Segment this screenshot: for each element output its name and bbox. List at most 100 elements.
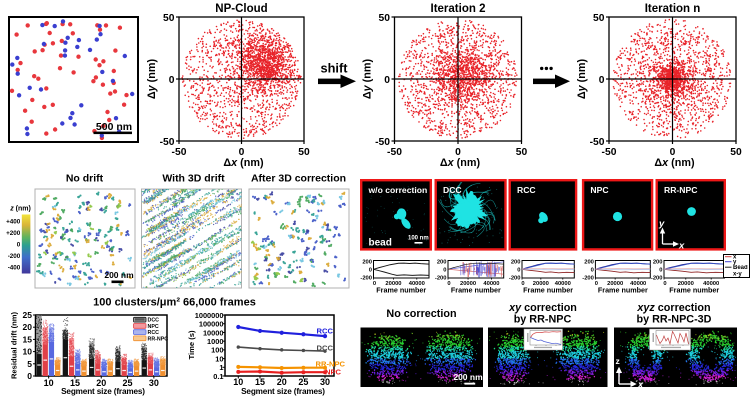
svg-text:50: 50 <box>163 13 175 24</box>
svg-text:10: 10 <box>23 347 33 357</box>
svg-text:Δx (nm): Δx (nm) <box>654 157 695 169</box>
svg-text:-200: -200 <box>8 253 21 260</box>
svg-text:y: y <box>733 260 737 266</box>
svg-text:100000: 100000 <box>199 320 224 329</box>
svg-text:40000: 40000 <box>703 281 719 287</box>
svg-text:RR-NPC: RR-NPC <box>316 359 346 368</box>
svg-text:20000: 20000 <box>678 281 694 287</box>
svg-text:10: 10 <box>215 354 223 363</box>
svg-text:Residual drift (nm): Residual drift (nm) <box>10 311 19 379</box>
svg-text:0: 0 <box>384 75 390 86</box>
svg-text:0: 0 <box>670 147 676 158</box>
svg-text:10000: 10000 <box>203 328 224 337</box>
svg-text:10: 10 <box>44 378 54 388</box>
svg-text:15: 15 <box>255 377 265 387</box>
svg-text:20000: 20000 <box>533 281 549 287</box>
svg-text:200: 200 <box>437 260 447 266</box>
svg-text:20: 20 <box>96 378 106 388</box>
svg-text:-400: -400 <box>8 265 21 272</box>
svg-text:200: 200 <box>584 260 594 266</box>
svg-text:20: 20 <box>277 377 287 387</box>
svg-text:15: 15 <box>23 334 33 344</box>
svg-text:Frame number: Frame number <box>669 286 719 295</box>
svg-text:-200: -200 <box>509 276 521 282</box>
svg-text:0: 0 <box>599 75 605 86</box>
svg-text:RCC: RCC <box>517 185 536 195</box>
svg-text:100 clusters/μm² 66,000 frame: 100 clusters/μm² 66,000 frames <box>93 297 256 309</box>
svg-text:RR-NPC: RR-NPC <box>148 336 169 342</box>
svg-text:NPC: NPC <box>325 367 342 376</box>
svg-text:Δy (nm): Δy (nm) <box>146 59 158 100</box>
svg-text:0: 0 <box>591 267 594 273</box>
svg-text:0: 0 <box>595 281 598 287</box>
svg-text:1: 1 <box>219 363 223 372</box>
svg-text:w/o correction: w/o correction <box>368 185 428 195</box>
svg-text:No drift: No drift <box>66 173 104 185</box>
svg-text:0: 0 <box>455 147 461 158</box>
svg-text:1000000: 1000000 <box>195 311 224 320</box>
svg-text:bead: bead <box>369 238 392 249</box>
svg-text:Segment size (frames): Segment size (frames) <box>61 387 145 396</box>
svg-text:20: 20 <box>23 322 33 332</box>
svg-text:200 nm: 200 nm <box>104 270 134 280</box>
svg-text:-50: -50 <box>602 147 617 158</box>
svg-text:500 nm: 500 nm <box>96 121 132 133</box>
svg-text:+400: +400 <box>6 219 21 226</box>
svg-text:-200: -200 <box>582 276 594 282</box>
svg-text:100: 100 <box>211 346 223 355</box>
svg-text:xy correction: xy correction <box>508 302 577 314</box>
svg-text:With 3D drift: With 3D drift <box>162 173 225 185</box>
svg-text:30: 30 <box>320 377 330 387</box>
svg-text:0: 0 <box>517 267 520 273</box>
svg-text:RR-NPC: RR-NPC <box>664 185 697 195</box>
svg-text:shift: shift <box>320 60 348 75</box>
svg-text:-200: -200 <box>360 276 372 282</box>
svg-text:0: 0 <box>239 147 245 158</box>
svg-text:DCC: DCC <box>148 318 160 324</box>
svg-text:-50: -50 <box>172 147 187 158</box>
svg-text:1000: 1000 <box>207 337 223 346</box>
svg-text:50: 50 <box>730 147 742 158</box>
svg-text:Time (s): Time (s) <box>187 330 196 359</box>
svg-text:15: 15 <box>70 378 80 388</box>
svg-text:0: 0 <box>447 281 450 287</box>
svg-text:Bead: Bead <box>733 265 748 271</box>
svg-text:by RR-NPC-3D: by RR-NPC-3D <box>637 314 712 326</box>
svg-text:z (nm): z (nm) <box>9 206 31 213</box>
svg-text:0: 0 <box>369 267 372 273</box>
svg-text:0.1: 0.1 <box>213 372 223 381</box>
svg-text:200: 200 <box>362 260 372 266</box>
svg-text:After 3D correction: After 3D correction <box>251 173 346 185</box>
svg-text:Frame number: Frame number <box>376 286 426 295</box>
svg-text:x: x <box>678 241 685 252</box>
svg-text:Δx (nm): Δx (nm) <box>223 157 264 169</box>
svg-text:200: 200 <box>653 260 663 266</box>
svg-text:-50: -50 <box>160 137 175 148</box>
svg-text:25: 25 <box>123 378 133 388</box>
svg-text:No correction: No correction <box>386 308 456 320</box>
svg-text:5: 5 <box>27 359 32 369</box>
svg-text:200 nm: 200 nm <box>453 372 483 382</box>
svg-text:0: 0 <box>443 267 446 273</box>
svg-text:20000: 20000 <box>460 281 476 287</box>
svg-text:NPC: NPC <box>590 185 608 195</box>
svg-text:xyz correction: xyz correction <box>636 302 710 314</box>
svg-text:50: 50 <box>593 13 605 24</box>
svg-text:x: x <box>733 255 737 261</box>
svg-text:x-y: x-y <box>733 272 742 278</box>
svg-text:by RR-NPC: by RR-NPC <box>514 314 572 326</box>
svg-text:Δy (nm): Δy (nm) <box>576 59 588 100</box>
svg-text:RCC: RCC <box>148 330 160 336</box>
svg-text:Frame number: Frame number <box>451 286 501 295</box>
svg-text:50: 50 <box>516 147 528 158</box>
svg-text:100 nm: 100 nm <box>408 236 429 242</box>
svg-text:-200: -200 <box>651 276 663 282</box>
svg-text:Segment size (frames): Segment size (frames) <box>241 387 325 396</box>
svg-text:20000: 20000 <box>385 281 401 287</box>
svg-text:x: x <box>637 380 644 390</box>
svg-text:50: 50 <box>298 147 310 158</box>
svg-text:z: z <box>616 356 620 366</box>
svg-text:40000: 40000 <box>555 281 571 287</box>
svg-text:10: 10 <box>233 377 243 387</box>
svg-text:Iteration 2: Iteration 2 <box>431 3 486 15</box>
